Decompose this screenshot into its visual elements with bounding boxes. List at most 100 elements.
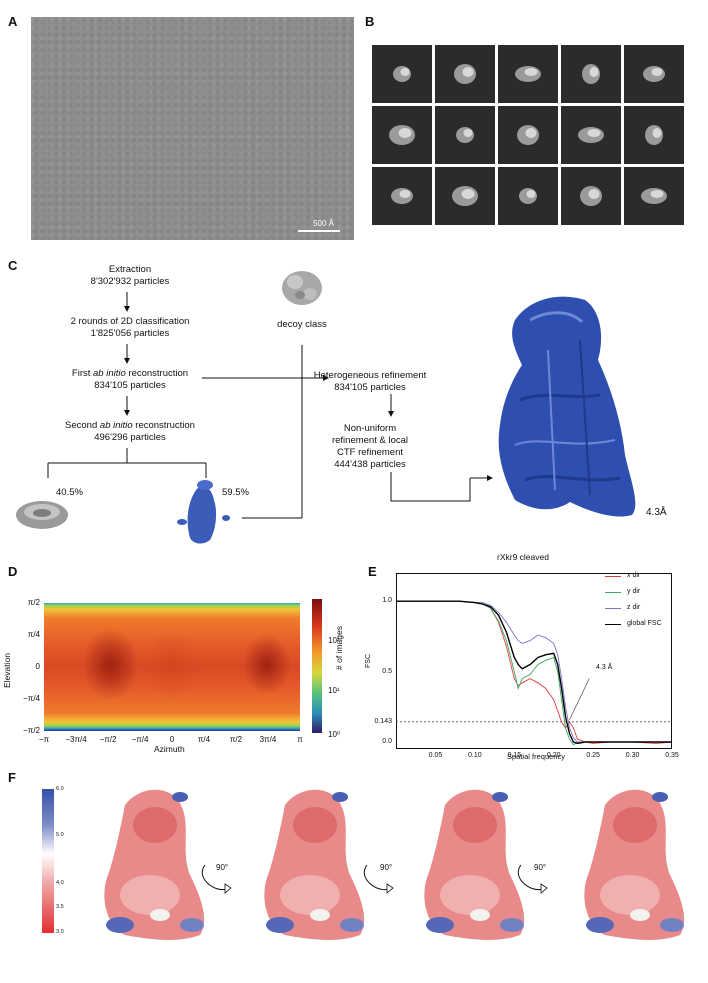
cbar-tick: 10¹ xyxy=(328,686,340,695)
legend-entry: z dir xyxy=(605,604,675,614)
series-line xyxy=(396,600,672,745)
scale-tick: 5.0 xyxy=(56,832,64,838)
panel-label-d: D xyxy=(8,564,18,579)
legend-entry: global FSC xyxy=(605,620,675,630)
legend-swatch xyxy=(605,576,621,577)
class-map-grey xyxy=(16,501,68,529)
scalebar-label: 500 Å xyxy=(313,219,334,228)
step-count: 496'296 particles xyxy=(94,432,166,443)
rotation-label: 90° xyxy=(534,863,547,872)
y-tick: 1.0 xyxy=(382,597,392,605)
legend-swatch xyxy=(605,624,621,625)
x-tick: 0.20 xyxy=(546,752,561,759)
colorbar xyxy=(312,599,322,733)
flow-step-heterogeneous: Heterogeneous refinement 834'105 particl… xyxy=(300,370,440,394)
class-average xyxy=(498,45,558,103)
class-average xyxy=(561,45,621,103)
class-average xyxy=(498,167,558,225)
colorbar-label: # of images xyxy=(334,626,344,670)
class-average-grid xyxy=(372,45,688,231)
x-tick: π/2 xyxy=(229,735,243,744)
x-tick: π xyxy=(297,735,303,744)
legend-label: global FSC xyxy=(627,620,662,627)
legend-entry: x dir xyxy=(605,572,675,582)
legend-swatch xyxy=(605,592,621,593)
rotation-label: 90° xyxy=(380,863,393,872)
class-average xyxy=(435,106,495,164)
step-count: 834'105 particles xyxy=(334,382,406,393)
panel-label-c: C xyxy=(8,258,18,273)
flow-step-2d: 2 rounds of 2D classification 1'825'056 … xyxy=(40,316,220,340)
y-axis-label: FSC xyxy=(365,654,372,668)
step-line: Non-uniform xyxy=(343,423,397,434)
class-average xyxy=(372,45,432,103)
local-resolution-map xyxy=(104,789,205,940)
micrograph-image: 500 Å xyxy=(31,17,354,240)
flow-step-abinitio-2: Second ab initio reconstruction 496'296 … xyxy=(40,420,220,444)
step-count: 444'438 particles xyxy=(334,459,406,470)
local-resolution-maps xyxy=(104,789,685,940)
x-tick: −π/2 xyxy=(99,735,117,744)
y-tick: π/2 xyxy=(27,598,40,607)
x-tick: 0.10 xyxy=(468,752,482,759)
legend-entry: y dir xyxy=(605,588,675,598)
x-tick: π/4 xyxy=(197,735,211,744)
class-map-blue xyxy=(177,480,230,544)
scale-tick: 4.0 xyxy=(56,880,64,886)
panel-label-f: F xyxy=(8,770,16,785)
x-tick: 0.30 xyxy=(625,752,640,759)
step-title: 2 rounds of 2D classification xyxy=(70,316,190,327)
class-averages xyxy=(372,45,684,225)
class-average xyxy=(372,106,432,164)
scale-tick: 3.0 xyxy=(56,929,64,935)
local-resolution-scale xyxy=(42,789,54,933)
flow-step-nonuniform: Non-uniform refinement & local CTF refin… xyxy=(320,423,420,471)
rotation-arrow-icon xyxy=(518,864,548,894)
x-tick: −π xyxy=(38,735,50,744)
step-line: CTF refinement xyxy=(337,447,403,458)
step-count: 8'302'932 particles xyxy=(90,276,170,287)
x-tick: 0 xyxy=(169,735,175,744)
legend-label: x dir xyxy=(627,572,641,579)
connector-line xyxy=(390,472,471,502)
viewing-direction-heatmap xyxy=(44,603,300,731)
step-count: 834'105 particles xyxy=(94,380,166,391)
flow-step-abinitio-1: First ab initio reconstruction 834'105 p… xyxy=(40,368,220,392)
y-tick: 0.143 xyxy=(374,717,392,725)
rotation-label: 90° xyxy=(216,863,229,872)
class-average xyxy=(624,106,684,164)
step-title: Extraction xyxy=(108,264,152,275)
class-percent-left: 40.5% xyxy=(56,487,83,498)
x-tick: 3π/4 xyxy=(259,735,277,744)
local-resolution-map xyxy=(424,789,525,940)
step-count: 1'825'056 particles xyxy=(90,328,170,339)
step-title: First ab initio reconstruction xyxy=(71,368,189,379)
class-average xyxy=(372,167,432,225)
x-axis-label: Spatial frequency xyxy=(507,752,565,761)
legend-swatch xyxy=(605,608,621,609)
class-average xyxy=(435,167,495,225)
chart-title: rXkr9 cleaved xyxy=(497,552,549,562)
y-axis-label: Elevation xyxy=(2,653,12,688)
x-tick: −π/4 xyxy=(131,735,149,744)
class-average xyxy=(624,45,684,103)
cbar-tick: 10⁰ xyxy=(328,730,341,739)
flow-step-extraction: Extraction 8'302'932 particles xyxy=(50,264,210,288)
annotation-leader xyxy=(569,678,590,720)
x-tick: 0.05 xyxy=(428,752,443,759)
x-tick: −3π/4 xyxy=(65,735,87,744)
y-tick: π/4 xyxy=(27,630,40,639)
decoy-class-label: decoy class xyxy=(277,319,327,330)
step-line: refinement & local xyxy=(331,435,409,446)
panel-label-b: B xyxy=(365,14,375,29)
class-average xyxy=(561,106,621,164)
x-tick: 0.15 xyxy=(507,752,522,759)
step-title: Second ab initio reconstruction xyxy=(65,420,195,431)
y-tick: −π/2 xyxy=(23,726,40,735)
class-percent-right: 59.5% xyxy=(222,487,249,498)
class-average xyxy=(435,45,495,103)
decoy-map xyxy=(282,271,322,305)
class-average xyxy=(498,106,558,164)
class-average xyxy=(624,167,684,225)
x-tick: 0.25 xyxy=(586,752,600,759)
